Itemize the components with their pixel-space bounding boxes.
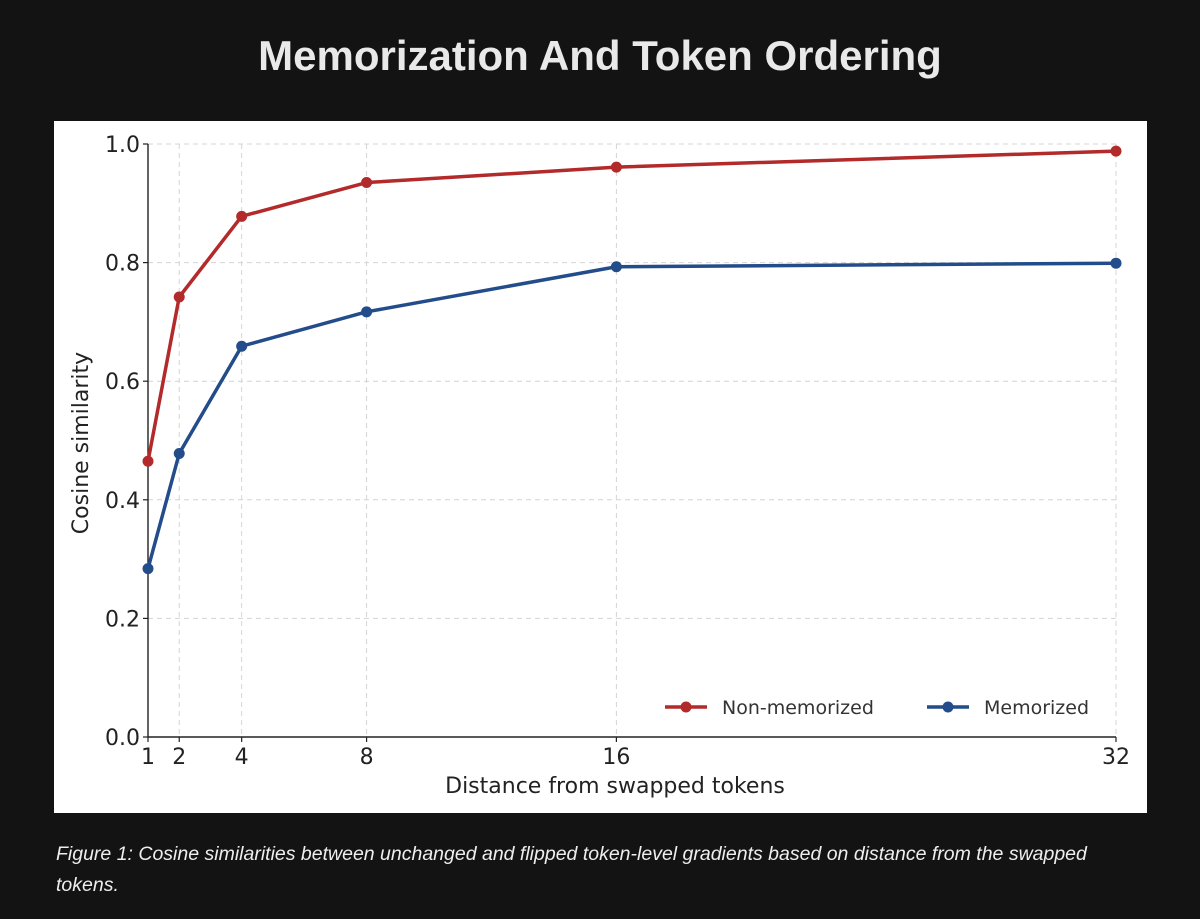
legend-label-non-memorized: Non-memorized — [722, 697, 874, 719]
x-tick-label: 8 — [360, 745, 374, 770]
x-tick-label: 16 — [602, 745, 630, 770]
data-point-non-memorized — [610, 161, 622, 173]
y-tick-label: 1.0 — [105, 133, 140, 158]
data-point-memorized — [142, 563, 154, 575]
y-tick-label: 0.6 — [105, 370, 140, 395]
y-tick-label: 0.4 — [105, 489, 140, 514]
x-tick-label: 2 — [172, 745, 186, 770]
legend-label-memorized: Memorized — [984, 697, 1089, 719]
y-tick-label: 0.0 — [105, 726, 140, 751]
x-tick-label: 1 — [141, 745, 155, 770]
data-point-memorized — [361, 306, 373, 318]
axes — [143, 143, 1117, 742]
data-point-memorized — [236, 340, 248, 352]
page-title: Memorization And Token Ordering — [258, 32, 942, 79]
legend: Non-memorized Memorized — [665, 697, 1089, 719]
y-tick-label: 0.2 — [105, 607, 140, 632]
line-chart: 1 2 4 8 16 32 0.0 0.2 0.4 0.6 0.8 1.0 Distance from… — [69, 133, 1130, 799]
y-axis-label: Cosine similarity — [69, 352, 94, 534]
data-point-non-memorized — [142, 455, 154, 467]
x-tick-label: 4 — [235, 745, 249, 770]
series — [142, 145, 1122, 575]
gridlines — [147, 143, 1117, 737]
chart-panel: 1 2 4 8 16 32 0.0 0.2 0.4 0.6 0.8 1.0 Distance from… — [54, 121, 1147, 813]
data-point-memorized — [173, 448, 185, 460]
figure-caption: Figure 1: Cosine similarities between un… — [56, 843, 1087, 896]
data-point-non-memorized — [361, 177, 373, 189]
legend-marker-non-memorized — [680, 701, 692, 713]
series-line-memorized — [146, 261, 1118, 571]
data-point-non-memorized — [1110, 145, 1122, 157]
series-line-non-memorized — [146, 149, 1118, 464]
data-point-non-memorized — [236, 210, 248, 222]
data-point-memorized — [610, 261, 622, 273]
data-point-memorized — [1110, 257, 1122, 269]
legend-marker-memorized — [942, 701, 954, 713]
data-point-non-memorized — [173, 291, 185, 303]
y-tick-label: 0.8 — [105, 252, 140, 277]
x-tick-label: 32 — [1102, 745, 1130, 770]
x-axis-label: Distance from swapped tokens — [445, 774, 785, 799]
tick-labels: 1 2 4 8 16 32 0.0 0.2 0.4 0.6 0.8 1.0 — [105, 133, 1130, 770]
